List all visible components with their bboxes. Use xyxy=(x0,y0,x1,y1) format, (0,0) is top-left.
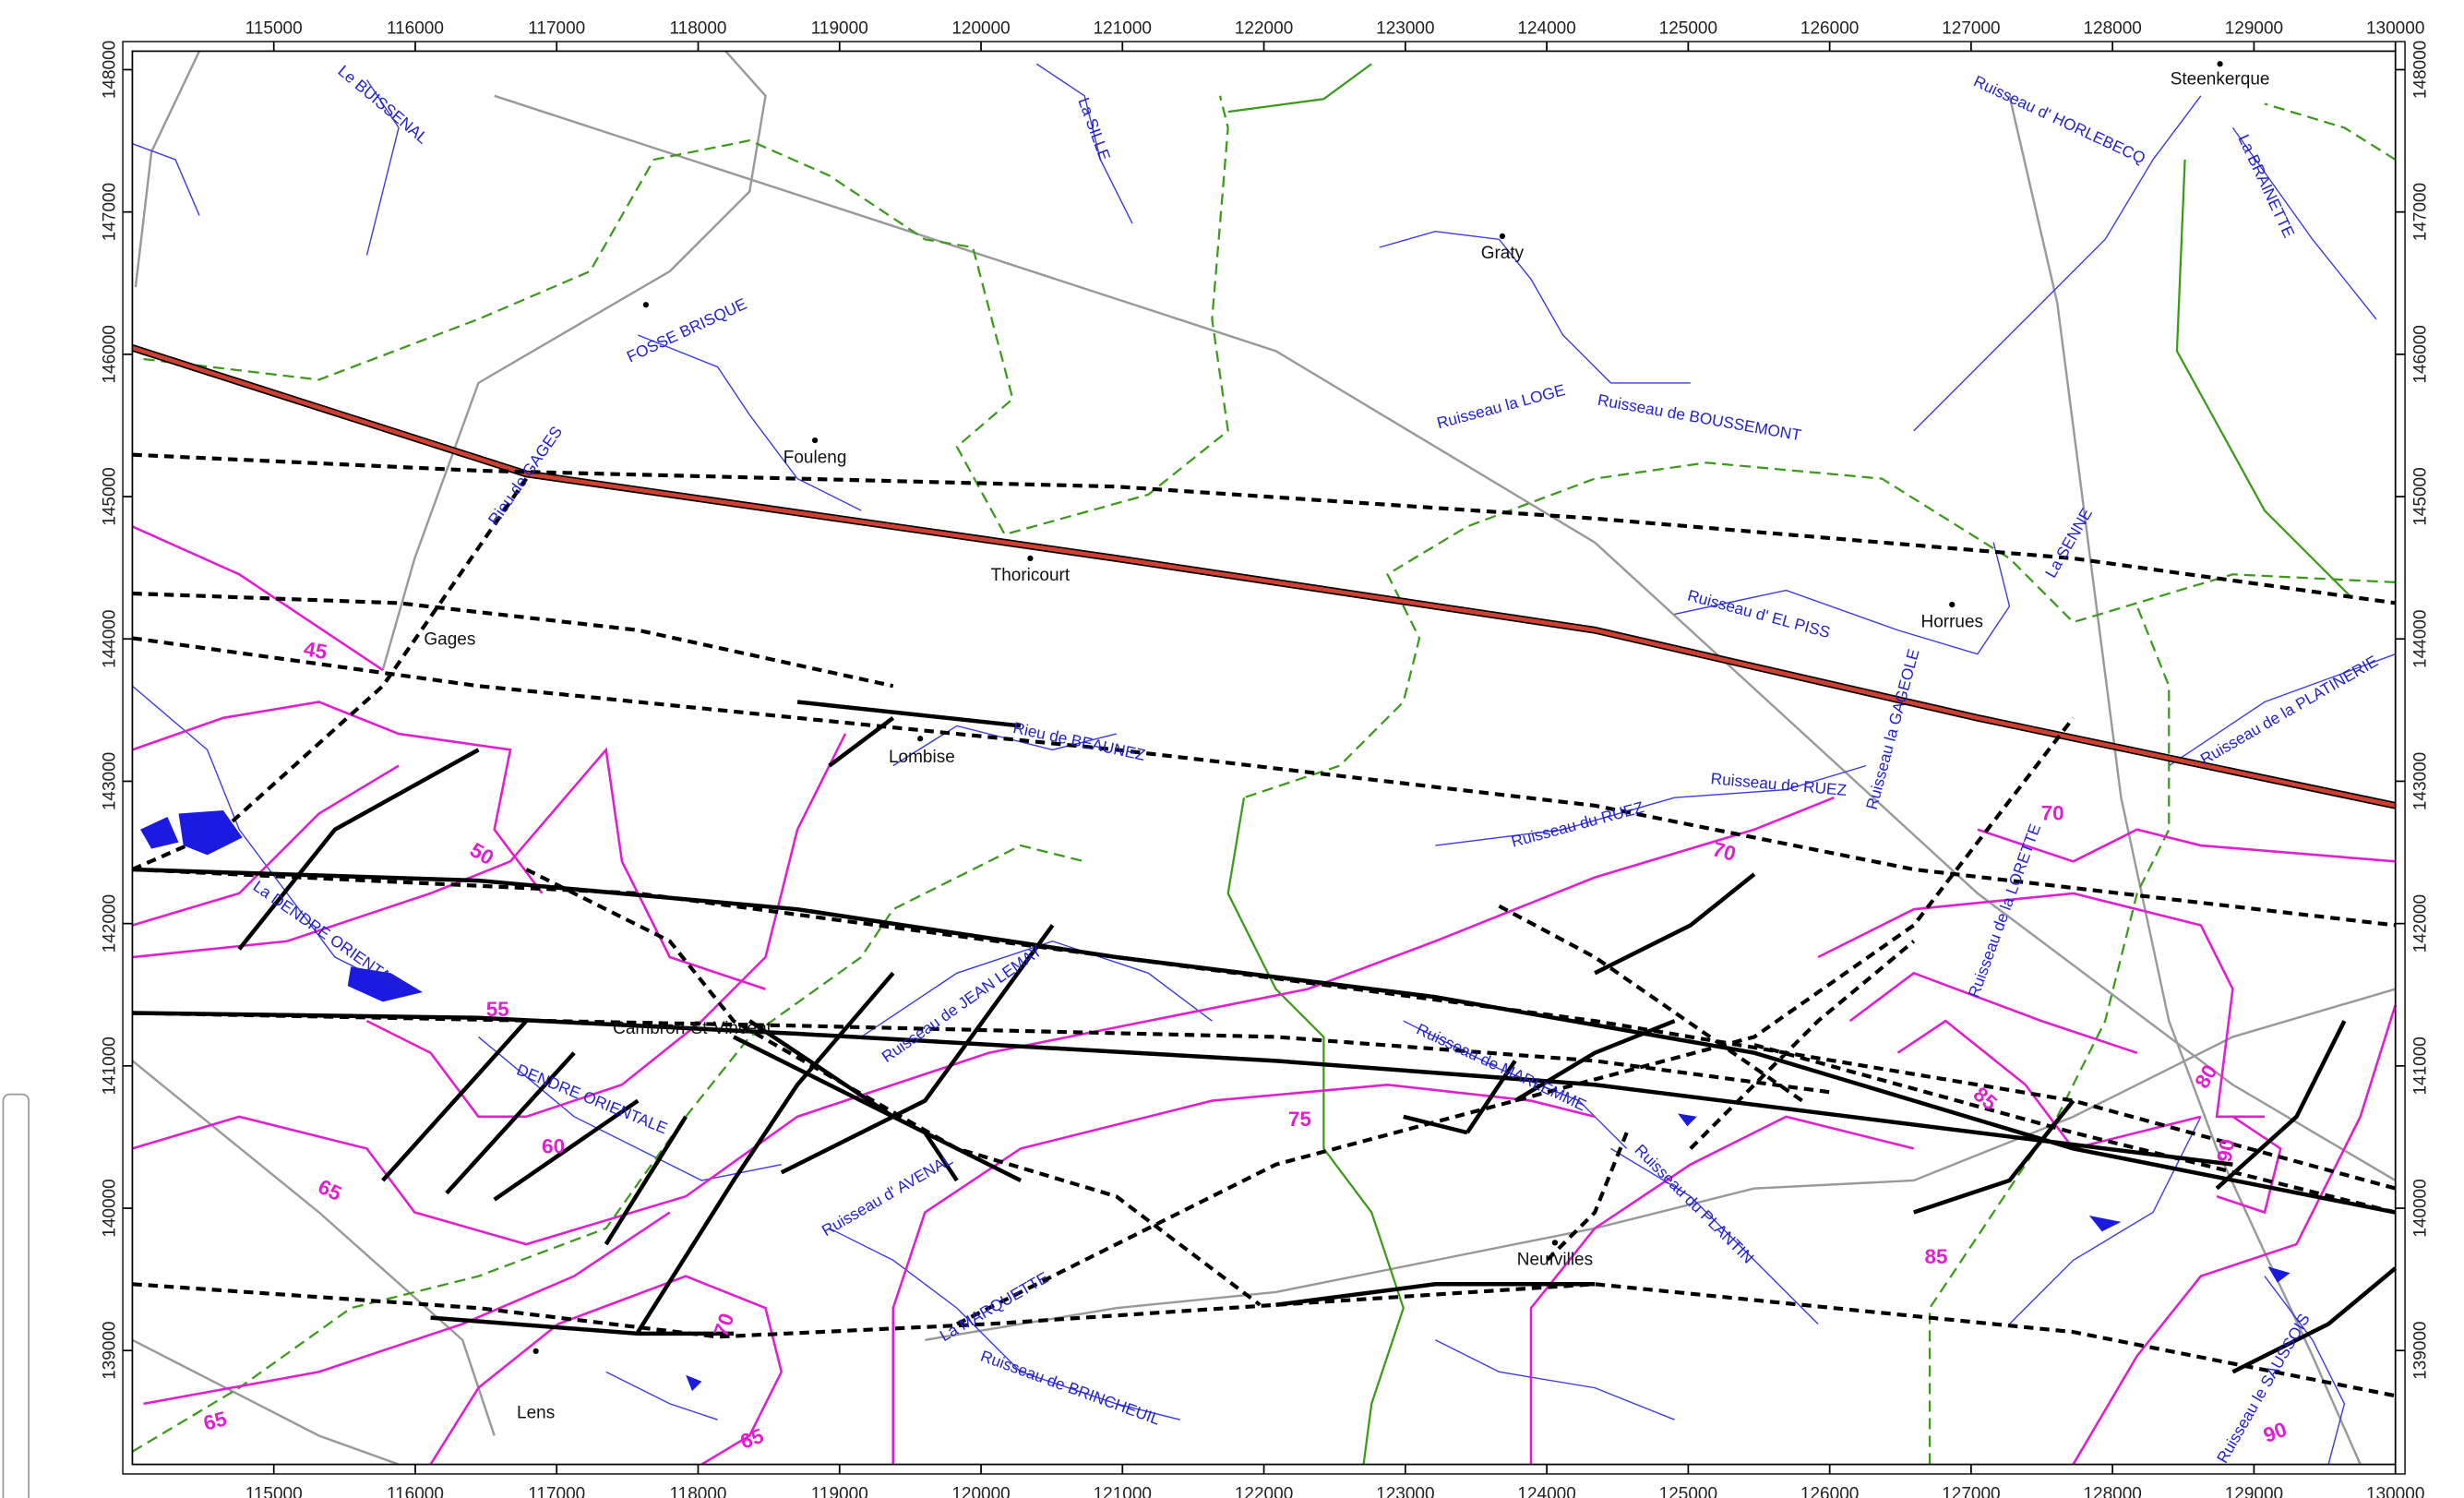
x-tick-label: 128000 xyxy=(2083,1485,2141,1498)
roads xyxy=(131,50,2397,1466)
place-label: Neufvilles xyxy=(1517,1251,1593,1270)
x-tick-label: 125000 xyxy=(1659,18,1717,38)
x-tick-label: 129000 xyxy=(2225,18,2283,38)
place-label: Lens xyxy=(517,1403,555,1422)
x-tick-label: 116000 xyxy=(387,1485,444,1498)
y-tick-label: 141000 xyxy=(100,1037,119,1095)
y-tick-label: 139000 xyxy=(100,1322,119,1380)
y-tick-label: 148000 xyxy=(2411,41,2431,99)
x-tick-label: 117000 xyxy=(528,18,585,38)
x-tick-label: 122000 xyxy=(1235,1485,1293,1498)
x-tick-label: 125000 xyxy=(1659,1485,1717,1498)
contour-label: 60 xyxy=(542,1135,565,1158)
contour-label: 70 xyxy=(2041,801,2064,824)
place-label: Steenkerque xyxy=(2171,70,2270,90)
x-tick-label: 124000 xyxy=(1517,1485,1575,1498)
y-tick-label: 144000 xyxy=(2411,610,2431,668)
x-tick-label: 126000 xyxy=(1800,1485,1859,1498)
faults xyxy=(132,700,2398,1374)
thrust xyxy=(131,345,2397,809)
contour-label: 70 xyxy=(1710,837,1739,866)
x-tick-label: 130000 xyxy=(2366,18,2424,38)
x-tick-label: 123000 xyxy=(1376,1485,1434,1498)
contour-label: 75 xyxy=(1288,1108,1311,1131)
place-label: Graty xyxy=(1481,244,1525,263)
x-tick-label: 118000 xyxy=(670,18,727,38)
place-dots xyxy=(532,61,2223,1354)
y-tick-label: 146000 xyxy=(100,325,119,383)
map-area xyxy=(131,50,2398,1466)
y-tick-label: 142000 xyxy=(2411,894,2431,953)
x-tick-label: 128000 xyxy=(2083,18,2141,38)
place-label: Lombise xyxy=(889,748,955,767)
contour-label: 85 xyxy=(1924,1245,1947,1268)
y-tick-label: 142000 xyxy=(100,894,119,953)
y-tick-label: 143000 xyxy=(2411,752,2431,810)
x-tick-label: 119000 xyxy=(811,18,868,38)
x-tick-label: 115000 xyxy=(245,18,303,38)
contour-label: 65 xyxy=(201,1407,230,1435)
x-tick-label: 122000 xyxy=(1235,18,1293,38)
y-tick-label: 144000 xyxy=(100,610,119,668)
y-tick-label: 140000 xyxy=(2411,1179,2431,1237)
y-tick-label: 148000 xyxy=(100,41,119,99)
place-label: Horrues xyxy=(1920,612,1983,631)
x-tick-label: 130000 xyxy=(2366,1485,2424,1498)
x-tick-label: 126000 xyxy=(1800,18,1859,38)
x-tick-label: 121000 xyxy=(1094,1485,1152,1498)
place-label: Cambron-St-Vincent xyxy=(613,1019,772,1038)
y-tick-label: 145000 xyxy=(100,467,119,525)
x-tick-label: 124000 xyxy=(1517,18,1575,38)
x-tick-label: 117000 xyxy=(528,1485,585,1498)
contacts xyxy=(131,95,2397,1465)
contour-label: 45 xyxy=(302,637,329,664)
place-label: Thoricourt xyxy=(991,566,1071,585)
x-tick-label: 115000 xyxy=(245,1485,303,1498)
contacts-solid xyxy=(1226,63,2353,1465)
place-label: Gages xyxy=(424,629,475,649)
y-tick-label: 141000 xyxy=(2411,1037,2431,1095)
x-tick-label: 118000 xyxy=(670,1485,727,1498)
x-tick-label: 127000 xyxy=(1942,1485,2000,1498)
y-tick-label: 140000 xyxy=(100,1179,119,1237)
y-tick-label: 147000 xyxy=(100,183,119,241)
y-tick-label: 139000 xyxy=(2411,1322,2431,1380)
x-tick-label: 119000 xyxy=(811,1485,868,1498)
y-tick-label: 146000 xyxy=(2411,325,2431,383)
y-tick-label: 147000 xyxy=(2411,183,2431,241)
contour-label: 55 xyxy=(486,998,509,1021)
x-tick-label: 120000 xyxy=(951,18,1010,38)
y-tick-label: 143000 xyxy=(100,752,119,810)
side-panel xyxy=(2,1093,30,1498)
x-tick-label: 121000 xyxy=(1094,18,1152,38)
place-label: Fouleng xyxy=(783,448,847,467)
x-tick-label: 127000 xyxy=(1942,18,2000,38)
x-tick-label: 120000 xyxy=(951,1485,1010,1498)
contour-label: 90 xyxy=(2213,1137,2240,1164)
y-tick-label: 145000 xyxy=(2411,467,2431,525)
x-tick-label: 123000 xyxy=(1376,18,1434,38)
x-tick-label: 116000 xyxy=(387,18,444,38)
x-tick-label: 129000 xyxy=(2225,1485,2283,1498)
